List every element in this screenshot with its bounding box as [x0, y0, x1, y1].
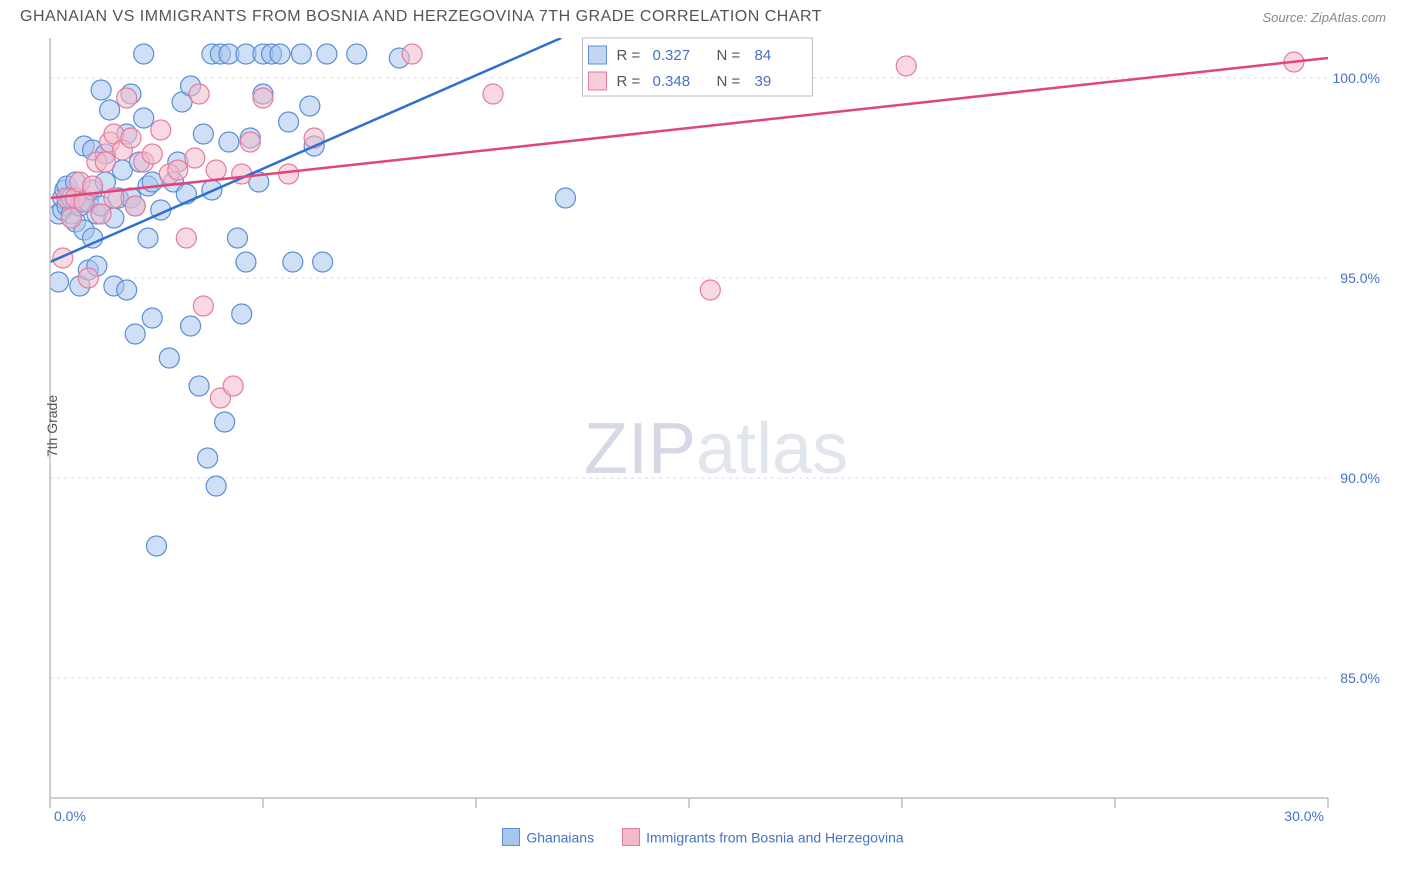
chart-title: GHANAIAN VS IMMIGRANTS FROM BOSNIA AND H… [20, 8, 822, 26]
svg-text:100.0%: 100.0% [1333, 70, 1380, 86]
x-axis-labels: 0.0%30.0% [50, 808, 1328, 824]
y-axis-label: 7th Grade [44, 395, 60, 457]
svg-text:90.0%: 90.0% [1340, 470, 1380, 486]
legend-bottom: GhanaiansImmigrants from Bosnia and Herz… [0, 828, 1406, 846]
source-label: Source: ZipAtlas.com [1262, 10, 1386, 25]
correlation-scatter-chart: 85.0% 90.0% 95.0% 100.0% R = 0.327 N = 84 R = 0.3… [44, 28, 1384, 808]
svg-text:N =: N = [717, 47, 741, 64]
svg-text:85.0%: 85.0% [1340, 670, 1380, 686]
svg-text:R =: R = [617, 73, 641, 90]
svg-text:0.327: 0.327 [653, 47, 691, 64]
svg-text:95.0%: 95.0% [1340, 270, 1380, 286]
svg-text:84: 84 [755, 47, 772, 64]
svg-text:0.348: 0.348 [653, 73, 691, 90]
svg-text:39: 39 [755, 73, 772, 90]
svg-text:N =: N = [717, 73, 741, 90]
svg-text:R =: R = [617, 47, 641, 64]
